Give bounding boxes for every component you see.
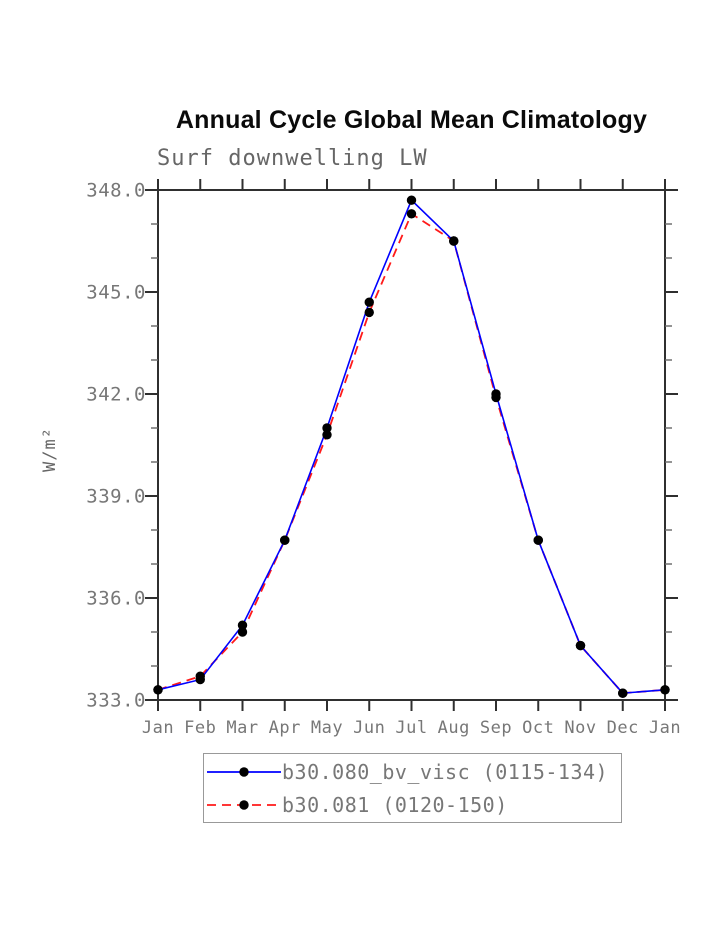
y-axis-labels: 333.0 336.0 339.0 342.0 345.0 348.0: [86, 180, 146, 712]
y-tick-label: 333.0: [86, 690, 146, 712]
legend-label-series2: b30.081 (0120-150): [282, 792, 508, 817]
legend-line-sample-dashed: [207, 799, 281, 810]
chart-title: Annual Cycle Global Mean Climatology: [175, 106, 648, 134]
data-point-marker: [322, 430, 332, 440]
data-point-marker: [406, 195, 417, 205]
x-axis-labels: Jan Feb Mar Apr May Jun Jul Aug Sep Oct Nov Dec Jan: [142, 718, 681, 738]
x-tick-label: Mar: [226, 718, 258, 738]
chart-subtitle: Surf downwelling LW: [157, 146, 428, 171]
data-point-marker: [406, 209, 417, 219]
data-point-markers: [153, 195, 670, 698]
y-axis-ticks: [145, 189, 678, 701]
x-tick-label: Nov: [564, 718, 596, 738]
legend-line-sample-solid: [207, 766, 281, 777]
legend-item-series2: b30.081 (0120-150): [204, 788, 621, 821]
series-line-b30080: [157, 198, 666, 695]
y-tick-label: 336.0: [86, 588, 146, 610]
data-point-marker: [364, 307, 374, 318]
data-point-marker: [449, 236, 459, 246]
legend-marker-dot-icon: [239, 799, 249, 810]
data-point-marker: [618, 688, 628, 698]
plot-frame: [145, 189, 678, 701]
y-tick-label: 348.0: [86, 180, 146, 202]
legend: b30.080_bv_visc (0115-134) b30.081 (0120…: [203, 753, 622, 823]
data-point-marker: [153, 685, 163, 695]
y-tick-label: 342.0: [86, 384, 146, 406]
y-tick-label: 345.0: [86, 282, 146, 304]
data-point-marker: [575, 640, 586, 651]
x-tick-label: Aug: [438, 718, 470, 738]
x-tick-label: May: [311, 718, 343, 738]
data-point-marker: [660, 685, 670, 695]
data-point-marker: [237, 620, 248, 630]
x-tick-label: Jun: [353, 718, 385, 738]
legend-marker-dot-icon: [239, 766, 249, 777]
data-point-marker: [280, 535, 290, 545]
x-axis-ticks: [157, 179, 666, 711]
legend-item-series1: b30.080_bv_visc (0115-134): [204, 755, 621, 788]
y-tick-label: 339.0: [86, 486, 146, 508]
x-tick-label: Jul: [395, 718, 427, 738]
x-tick-label: Apr: [269, 718, 301, 738]
x-tick-label: Feb: [184, 718, 216, 738]
data-point-marker: [491, 392, 501, 403]
x-tick-label: Oct: [522, 718, 554, 738]
data-point-marker: [533, 535, 543, 545]
x-tick-label: Jan: [649, 718, 681, 738]
series-line-b30081: [157, 212, 666, 695]
data-point-marker: [364, 297, 374, 307]
data-point-marker: [322, 423, 332, 433]
x-tick-label: Jan: [142, 718, 174, 738]
data-point-marker: [195, 671, 205, 681]
data-point-marker: [237, 627, 248, 637]
x-tick-label: Sep: [480, 718, 512, 738]
legend-label-series1: b30.080_bv_visc (0115-134): [282, 759, 609, 784]
x-tick-label: Dec: [607, 718, 639, 738]
